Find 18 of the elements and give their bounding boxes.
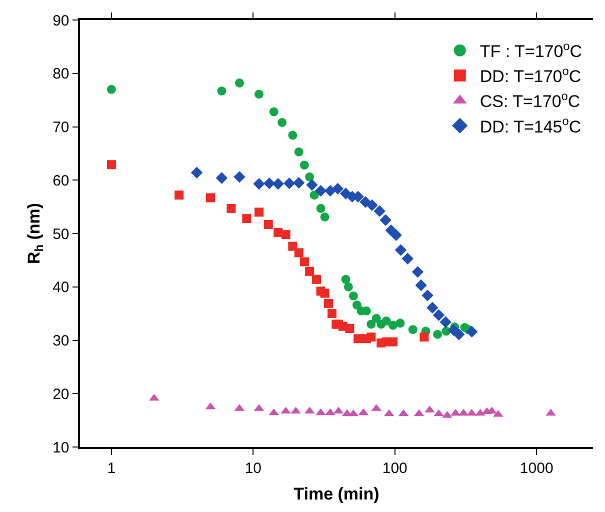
x-axis-title: Time (min) — [294, 484, 380, 504]
legend-label: CS: T=170$^{o}$C — [480, 89, 580, 112]
legend-label: TF : T=170$^{o}$C — [480, 38, 582, 61]
x-tick-label: 1 — [107, 460, 116, 477]
y-tick-label: 30 — [52, 332, 70, 350]
x-tick-label: 100 — [382, 460, 408, 477]
x-tick-label: 10 — [244, 460, 262, 477]
y-tick-label: 40 — [52, 279, 70, 296]
y-tick-label: 60 — [52, 172, 70, 190]
y-tick-label: 80 — [52, 66, 70, 83]
y-tick-label: 20 — [52, 386, 70, 403]
y-tick-label: 70 — [52, 119, 70, 136]
y-tick-label: 90 — [52, 12, 70, 30]
x-tick-label: 1000 — [520, 460, 554, 477]
legend-label: DD: T=145$^{o}$C — [480, 114, 582, 136]
y-tick-label: 10 — [52, 439, 70, 456]
y-tick-label: 50 — [52, 226, 70, 243]
legend-label: DD: T=170$^{o}$C — [480, 64, 582, 86]
